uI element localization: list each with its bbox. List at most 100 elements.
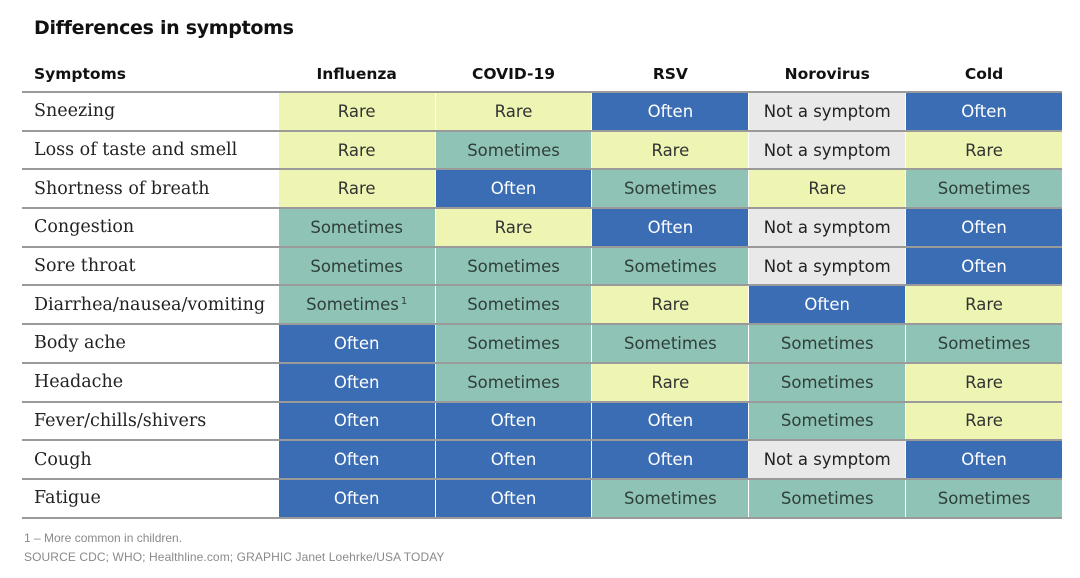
table-row: Body ache Often Sometimes Sometimes Sometime… [22, 325, 1062, 364]
frequency-value: Sometimes [310, 217, 404, 237]
frequency-value: Often [333, 411, 380, 431]
frequency-value: Sometimes [467, 140, 560, 160]
symptom-label: Congestion [34, 217, 135, 238]
frequency-value: Often [961, 256, 1007, 276]
frequency-value: Often [647, 101, 694, 121]
frequency-cell: Often [435, 402, 592, 440]
frequency-value: Often [333, 488, 380, 508]
frequency-value: Sometimes [467, 295, 560, 315]
frequency-value: Sometimes [624, 256, 717, 276]
frequency-cell: Rare [278, 93, 435, 130]
frequency-value: Not a symptom [763, 450, 891, 470]
frequency-cell: Sometimes [749, 479, 906, 517]
frequency-cell: Often [435, 441, 592, 478]
frequency-cell: Often [278, 479, 435, 517]
column-header-rsv: RSV [652, 65, 688, 83]
frequency-value: Often [961, 101, 1007, 121]
frequency-cell: Often [906, 93, 1062, 130]
symptom-label: Diarrhea/nausea/vomiting [34, 294, 266, 315]
frequency-cell: Rare [592, 286, 749, 324]
frequency-value: Rare [651, 140, 690, 160]
symptom-label: Fatigue [34, 488, 101, 509]
frequency-cell: Often [906, 441, 1062, 478]
footnote: 1 – More common in children. [24, 531, 183, 545]
column-header-influenza: Influenza [316, 65, 397, 83]
frequency-cell: Sometimes [278, 209, 435, 246]
frequency-cell: Often [278, 325, 435, 362]
frequency-value: Rare [337, 101, 376, 121]
frequency-value: Rare [494, 101, 533, 121]
frequency-value: Often [490, 179, 537, 199]
frequency-cell: Rare [278, 170, 435, 208]
frequency-cell: Sometimes [435, 247, 592, 285]
frequency-value: Sometimes [467, 256, 560, 276]
frequency-cell: Sometimes [906, 325, 1062, 362]
frequency-cell: Sometimes [435, 131, 592, 169]
symptom-label: Cough [34, 449, 92, 470]
frequency-value: Often [804, 295, 851, 315]
table-row: Shortness of breath Rare Often Sometimes Rar… [22, 170, 1062, 210]
frequency-value: Rare [965, 411, 1003, 431]
source-credit: SOURCE CDC; WHO; Healthline.com; GRAPHIC… [24, 550, 445, 564]
frequency-cell: Often [906, 247, 1062, 285]
frequency-cell: Sometimes [749, 363, 906, 401]
frequency-cell: Often [592, 402, 749, 440]
frequency-value: Not a symptom [763, 217, 891, 237]
frequency-cell: Rare [592, 131, 749, 169]
frequency-cell: Sometimes [278, 247, 435, 285]
frequency-value: Often [961, 217, 1007, 237]
frequency-value: Not a symptom [763, 101, 891, 121]
column-header-norovirus: Norovirus [784, 65, 870, 83]
frequency-value: Often [961, 450, 1007, 470]
symptom-label: Body ache [34, 333, 126, 354]
table-row: Cough Often Often Often Not a symptom Often [22, 441, 1062, 480]
symptom-label: Fever/chills/shivers [34, 410, 207, 431]
frequency-cell: Not a symptom [749, 93, 906, 130]
symptom-label: Sore throat [34, 256, 136, 277]
frequency-value: Not a symptom [763, 256, 891, 276]
frequency-cell: Often [278, 402, 435, 440]
column-header-cold: Cold [964, 65, 1004, 83]
frequency-cell: Often [592, 93, 749, 130]
frequency-cell: Rare [592, 363, 749, 401]
frequency-value: Sometimes [306, 295, 399, 315]
frequency-value: Not a symptom [763, 140, 891, 160]
table-row: Sneezing Rare Rare Often Not a symptom Often [22, 93, 1062, 132]
table-body: Sneezing Rare Rare Often Not a symptom Often L… [22, 93, 1062, 519]
table-row: Headache Often Sometimes Rare Sometimes Rare [22, 363, 1062, 403]
frequency-value: Often [490, 488, 537, 508]
table-row: Congestion Sometimes Rare Often Not a sympto… [22, 209, 1062, 248]
symptoms-table: Symptoms Influenza COVID-19 RSV Noroviru… [22, 57, 1062, 519]
frequency-value: Sometimes [780, 411, 874, 431]
frequency-cell: Not a symptom [749, 131, 906, 169]
frequency-value: Rare [965, 372, 1003, 392]
frequency-value: Often [490, 411, 537, 431]
table-row: Sore throat Sometimes Sometimes Sometimes No… [22, 247, 1062, 287]
frequency-cell: Sometimes [592, 479, 749, 517]
frequency-value: Often [333, 450, 380, 470]
column-header-covid-19: COVID-19 [472, 65, 556, 83]
frequency-cell: Rare [435, 209, 592, 246]
frequency-cell: Rare [906, 286, 1062, 324]
symptom-label: Shortness of breath [34, 178, 210, 199]
frequency-value: Sometimes [780, 488, 874, 508]
frequency-value: Sometimes [624, 179, 717, 199]
frequency-value: Sometimes [624, 488, 717, 508]
frequency-cell: Sometimes [435, 325, 592, 362]
frequency-value: Sometimes [467, 372, 560, 392]
frequency-value: Sometimes [467, 333, 560, 353]
frequency-cell: Often [592, 441, 749, 478]
frequency-cell: Sometimes [906, 170, 1062, 208]
frequency-cell: Sometimes [592, 170, 749, 208]
frequency-value: Sometimes [780, 372, 874, 392]
frequency-cell: Often [906, 209, 1062, 246]
symptom-label: Sneezing [34, 101, 116, 122]
frequency-cell: Sometimes [749, 402, 906, 440]
row-header-label: Symptoms [34, 65, 126, 83]
frequency-cell: Sometimes [435, 363, 592, 401]
frequency-value: Sometimes [937, 488, 1031, 508]
symptom-label: Loss of taste and smell [34, 140, 238, 161]
frequency-value: Rare [808, 179, 847, 199]
frequency-value: Rare [965, 295, 1003, 315]
frequency-value: Rare [337, 140, 376, 160]
